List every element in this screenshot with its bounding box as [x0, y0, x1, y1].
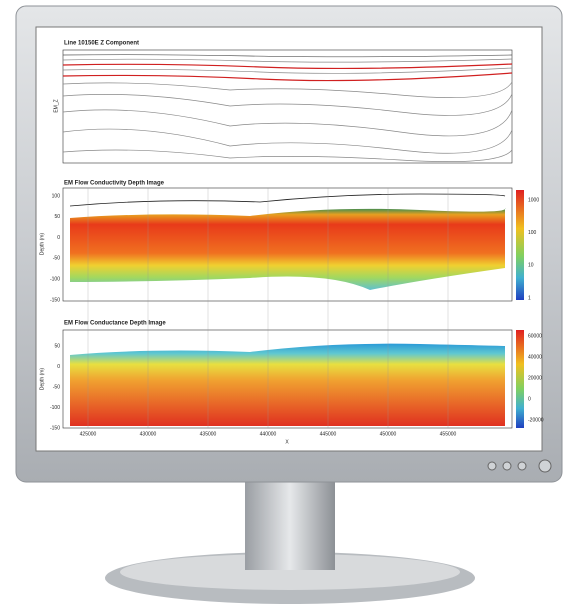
- x-tick-label: 425000: [80, 431, 97, 437]
- y-tick-label: -100: [50, 405, 60, 411]
- colorbar: [516, 330, 524, 428]
- stand-neck: [245, 478, 335, 570]
- y-tick-label: 50: [54, 214, 60, 220]
- x-tick-label: 440000: [260, 431, 277, 437]
- y-tick-label: -150: [50, 297, 60, 303]
- stand-base-top: [120, 554, 460, 590]
- y-tick-label: -50: [53, 256, 60, 262]
- colorbar-tick-label: -20000: [528, 417, 544, 423]
- plot-frame: [62, 49, 513, 164]
- colorbar: [516, 190, 524, 300]
- x-tick-label: 435000: [200, 431, 217, 437]
- colorbar-tick-label: 1: [528, 295, 531, 301]
- y-label: Depth (m): [39, 368, 45, 391]
- y-tick-label: 100: [52, 193, 61, 199]
- colorbar-tick-label: 10: [528, 263, 534, 269]
- x-tick-label: 430000: [140, 431, 157, 437]
- profile-lines: [62, 54, 513, 162]
- y-tick-label: -50: [53, 384, 60, 390]
- elevation-line: [69, 193, 506, 207]
- colorbar-tick-label: 40000: [528, 354, 542, 360]
- panel-title: EM Flow Conductivity Depth Image: [64, 181, 165, 187]
- button[interactable]: [502, 461, 512, 471]
- power-button[interactable]: [538, 459, 552, 473]
- y-tick-label: -150: [50, 425, 60, 431]
- x-label: X: [285, 439, 289, 445]
- x-tick-label: 450000: [380, 431, 397, 437]
- y-tick-label: -100: [50, 277, 60, 283]
- x-tick-label: 455000: [440, 431, 457, 437]
- y-label: Depth (m): [39, 233, 45, 256]
- colorbar-tick-label: 20000: [528, 375, 542, 381]
- colorbar-tick-label: 1000: [528, 197, 539, 203]
- panel-title: EM Flow Conductance Depth Image: [64, 321, 166, 327]
- y-tick-label: 0: [57, 235, 60, 241]
- colorbar-tick-label: 100: [528, 230, 537, 236]
- y-tick-label: 50: [54, 343, 60, 349]
- button[interactable]: [517, 461, 527, 471]
- panel-title: Line 10150E Z Component: [64, 41, 139, 47]
- colorbar-tick-label: 60000: [528, 333, 542, 339]
- y-tick-label: 0: [57, 364, 60, 370]
- buttons: [487, 459, 552, 473]
- conductivity-image: [70, 208, 506, 290]
- colorbar-tick-label: 0: [528, 396, 531, 402]
- y-label: EM_Z: [53, 99, 59, 112]
- conductance-image: [70, 343, 506, 426]
- button[interactable]: [487, 461, 497, 471]
- x-tick-label: 445000: [320, 431, 337, 437]
